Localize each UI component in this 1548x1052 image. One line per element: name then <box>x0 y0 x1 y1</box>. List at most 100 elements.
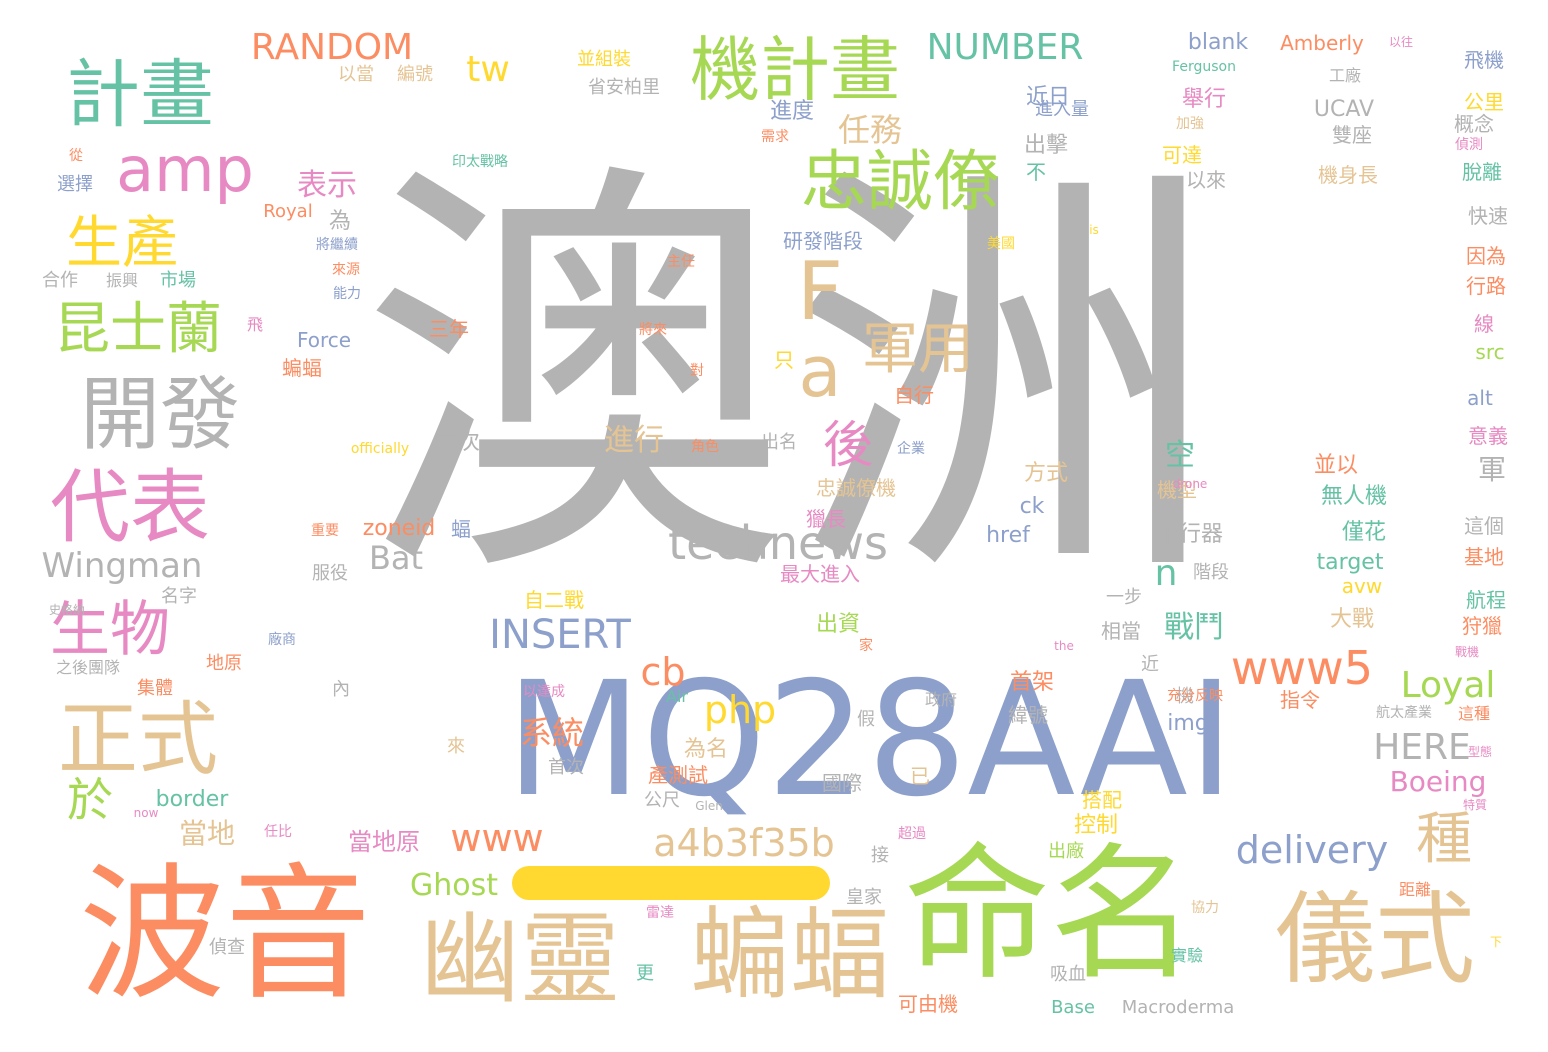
cloud-word: Ghost <box>409 868 499 903</box>
cloud-word: 自二戰 <box>524 588 584 612</box>
cloud-word: 飛 <box>246 315 264 334</box>
cloud-word: Bat <box>368 539 424 577</box>
cloud-word: 廠商 <box>268 632 296 648</box>
cloud-word: 忠誠僚 <box>801 143 999 220</box>
cloud-word: Boeing <box>1389 765 1487 798</box>
cloud-word: technews <box>668 516 888 570</box>
cloud-word: 自行 <box>894 383 934 407</box>
cloud-word: 出資 <box>815 612 861 637</box>
cloud-word: 計畫 <box>66 52 214 138</box>
cloud-word: 為名 <box>683 737 729 762</box>
cloud-word: 選擇 <box>57 174 93 195</box>
cloud-word: 主任 <box>667 254 695 270</box>
cloud-word: 以當 <box>338 64 374 85</box>
cloud-word: 來 <box>447 736 465 757</box>
cloud-word: 大戰 <box>1329 607 1375 632</box>
cloud-word: src <box>1475 340 1505 364</box>
cloud-word: 振興 <box>105 271 139 290</box>
cloud-word: 波音 <box>79 850 371 1020</box>
cloud-word: 蝙蝠 <box>690 896 890 1013</box>
cloud-word: 緯號 <box>1008 703 1048 727</box>
cloud-word: 出廠 <box>1048 841 1084 862</box>
cloud-word: 來源 <box>332 262 360 278</box>
cloud-word: 重要 <box>311 523 339 539</box>
cloud-word: 需求 <box>761 129 789 145</box>
cloud-word: 公里 <box>1464 90 1504 114</box>
cloud-word: Glen <box>695 799 723 813</box>
cloud-word: n <box>1154 553 1178 594</box>
cloud-word: 從 <box>69 148 83 164</box>
cloud-word: 史格納 <box>48 603 86 617</box>
cloud-word: 家 <box>859 638 873 654</box>
cloud-word: 更 <box>636 963 654 984</box>
cloud-word: 實驗 <box>1170 946 1204 965</box>
cloud-word: now <box>133 806 159 820</box>
cloud-word: 市場 <box>160 270 196 291</box>
cloud-word: 首架 <box>1009 670 1055 695</box>
cloud-word: 服役 <box>312 563 348 584</box>
cloud-word: 三年 <box>429 317 469 341</box>
cloud-word: 偵測 <box>1455 137 1483 153</box>
cloud-word: UCAV <box>1313 97 1375 122</box>
cloud-word: 可達 <box>1162 143 1202 167</box>
cloud-word: cb <box>640 650 686 694</box>
cloud-word: 機身長 <box>1318 163 1378 187</box>
cloud-word: www5 <box>1230 641 1374 695</box>
cloud-word: 印太戰略 <box>452 154 508 170</box>
cloud-word: 戰機 <box>1454 645 1480 659</box>
cloud-word: a4b3f35b <box>653 821 835 865</box>
cloud-word: 名字 <box>161 586 197 607</box>
cloud-word: 對 <box>690 363 704 379</box>
cloud-word: is <box>1089 223 1099 237</box>
cloud-word: 加強 <box>1176 116 1204 132</box>
cloud-word: 軍用 <box>862 317 974 382</box>
cloud-word: alt <box>1467 386 1493 410</box>
cloud-word: 於 <box>67 773 113 827</box>
cloud-word: 以來 <box>1186 168 1226 192</box>
cloud-word: 近 <box>1141 654 1159 675</box>
cloud-word: php <box>703 688 777 732</box>
cloud-word: 機計畫 <box>690 29 900 111</box>
cloud-word: a <box>798 331 842 413</box>
cloud-word: 接 <box>871 845 889 866</box>
cloud-word: 航太產業 <box>1376 705 1432 721</box>
cloud-word: 命名 <box>904 830 1196 1000</box>
cloud-word: 距離 <box>1398 880 1432 899</box>
cloud-word: 之後團隊 <box>55 658 121 677</box>
cloud-word: 生產 <box>66 211 178 276</box>
cloud-word: ck <box>1019 494 1045 519</box>
cloud-word: 當地原 <box>348 828 420 856</box>
cloud-word: 偵查 <box>209 937 245 958</box>
cloud-word: 這個 <box>1464 514 1504 538</box>
cloud-word: 戰鬥 <box>1164 610 1224 645</box>
cloud-word: F <box>796 245 844 338</box>
cloud-word: 國際 <box>822 771 862 795</box>
cloud-word: 省安柏里 <box>588 77 660 98</box>
cloud-word: 不 <box>1026 160 1046 184</box>
cloud-word: Wingman <box>41 546 203 586</box>
cloud-word: 美國 <box>987 236 1015 252</box>
cloud-word: Amberly <box>1280 31 1364 55</box>
cloud-word: Ferguson <box>1172 59 1236 75</box>
cloud-word: 無人機 <box>1320 484 1388 509</box>
cloud-word: 蝠 <box>451 517 471 541</box>
cloud-word: 澳洲 <box>360 130 1220 630</box>
cloud-word: 出擊 <box>1023 133 1069 158</box>
cloud-word: INSERT <box>489 612 631 658</box>
cloud-word: 這種 <box>1457 704 1491 723</box>
cloud-word: 昆士蘭 <box>54 297 222 362</box>
cloud-word: 開發 <box>80 368 240 461</box>
cloud-word: target <box>1316 550 1384 575</box>
cloud-word: NUMBER <box>926 27 1084 68</box>
cloud-word: 已 <box>910 764 930 788</box>
cloud-word: 狩獵 <box>1462 614 1502 638</box>
cloud-word: 政府 <box>924 690 958 709</box>
cloud-word: 可由機 <box>898 992 958 1016</box>
cloud-word: 舉行 <box>1181 87 1227 112</box>
cloud-word: 蝙蝠 <box>282 356 322 380</box>
cloud-word: border <box>155 787 229 812</box>
cloud-word: officially <box>350 441 410 457</box>
cloud-word: 編號 <box>397 64 433 85</box>
cloud-word: 假 <box>857 709 875 730</box>
cloud-word: 以往 <box>1388 35 1414 49</box>
